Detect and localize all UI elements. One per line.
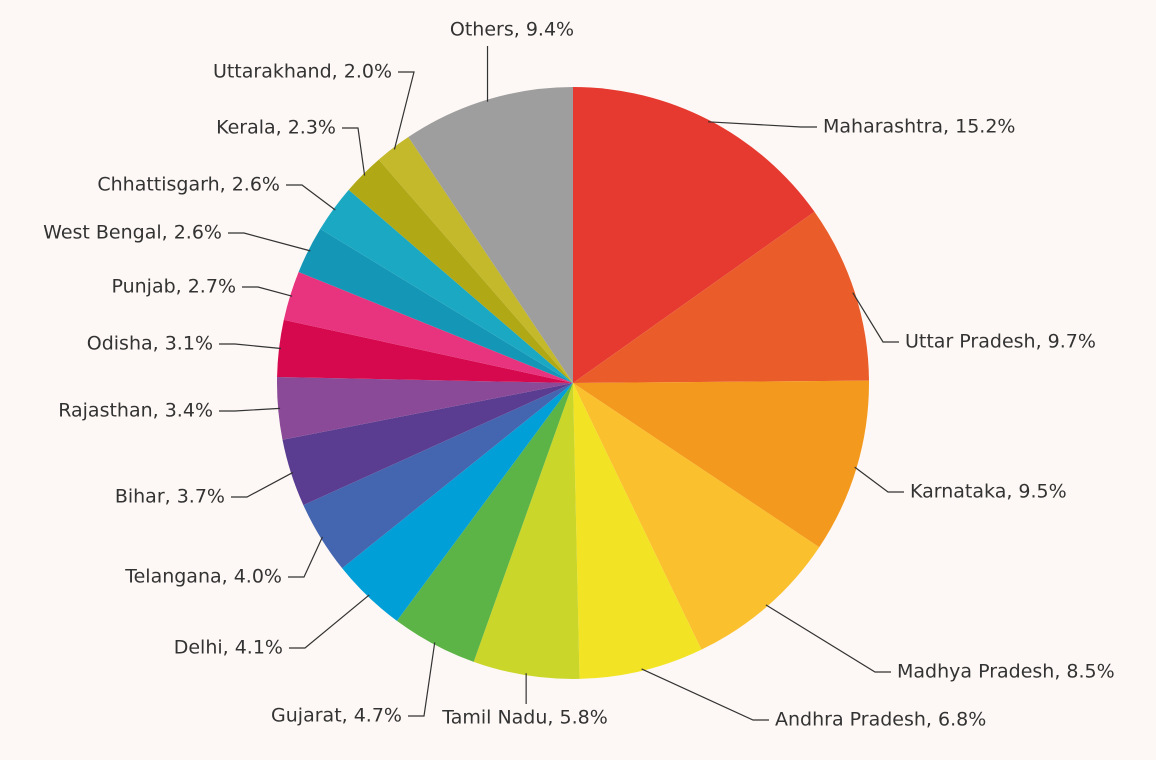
- pie-slice: [348, 159, 573, 383]
- pie-slice: [573, 380, 869, 548]
- pie-slice: [342, 383, 573, 621]
- leader-line: [242, 286, 293, 297]
- slice-label: Bihar, 3.7%: [115, 486, 225, 508]
- leader-line: [289, 594, 370, 649]
- pie-slice: [277, 376, 573, 440]
- pie-slice: [573, 211, 869, 383]
- pie-slice: [408, 87, 573, 383]
- pie-slice: [320, 189, 573, 383]
- leader-line: [286, 184, 336, 211]
- slice-label: Uttar Pradesh, 9.7%: [905, 331, 1096, 353]
- slice-label: Karnataka, 9.5%: [910, 481, 1067, 503]
- pie-slice: [298, 228, 573, 383]
- leader-line: [393, 71, 415, 150]
- leader-line: [219, 407, 281, 412]
- leader-line: [765, 604, 891, 673]
- leader-line: [228, 232, 311, 252]
- pie-slice: [378, 137, 573, 383]
- leader-line: [641, 668, 769, 721]
- pie-slice: [282, 383, 573, 506]
- slice-label: Chhattisgarh, 2.6%: [97, 174, 280, 196]
- slice-label: Telangana, 4.0%: [124, 566, 282, 588]
- slice-label: Andhra Pradesh, 6.8%: [775, 709, 986, 731]
- slice-label: Maharashtra, 15.2%: [823, 116, 1015, 138]
- pie-slice: [473, 383, 580, 679]
- leader-line: [231, 471, 294, 498]
- slice-label: Punjab, 2.7%: [111, 276, 236, 298]
- slice-label: Delhi, 4.1%: [174, 637, 283, 659]
- slice-label: Rajasthan, 3.4%: [58, 400, 213, 422]
- leader-line: [342, 127, 366, 176]
- leader-line: [707, 121, 817, 128]
- leader-line: [288, 536, 324, 578]
- pie-slice: [283, 271, 573, 383]
- pie-slice: [573, 87, 815, 383]
- pie-slice: [303, 383, 573, 569]
- slice-label: Madhya Pradesh, 8.5%: [897, 661, 1115, 683]
- slice-label: Uttarakhand, 2.0%: [213, 61, 392, 83]
- slice-label: Tamil Nadu, 5.8%: [441, 707, 608, 729]
- pie-slice: [277, 319, 573, 383]
- pie-slice: [573, 383, 820, 650]
- leader-line: [854, 466, 904, 493]
- slice-label: Kerala, 2.3%: [216, 117, 336, 139]
- slice-label: Odisha, 3.1%: [87, 333, 213, 355]
- slice-label: West Bengal, 2.6%: [43, 222, 222, 244]
- slice-label: Others, 9.4%: [450, 19, 574, 41]
- leader-line: [852, 292, 899, 343]
- slice-label: Gujarat, 4.7%: [271, 705, 402, 727]
- leader-line: [219, 343, 282, 350]
- pie-slice: [573, 383, 702, 679]
- pie-slice: [396, 383, 573, 662]
- leader-line: [408, 642, 436, 717]
